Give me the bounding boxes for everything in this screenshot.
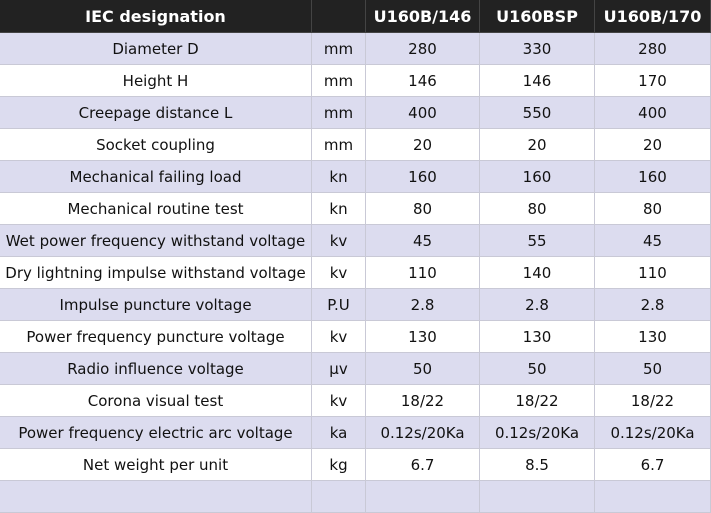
table-row: Power frequency electric arc voltage ka 0.…: [0, 417, 711, 449]
table-cell: 20: [366, 129, 480, 161]
table-cell: 130: [366, 321, 480, 353]
table-cell: Power frequency puncture voltage: [0, 321, 312, 353]
table-cell: [595, 481, 711, 513]
table-cell: 140: [480, 257, 595, 289]
table-cell: [0, 481, 312, 513]
table-cell: 18/22: [595, 385, 711, 417]
table-cell: Dry lightning impulse withstand voltage: [0, 257, 312, 289]
table-cell: Radio influence voltage: [0, 353, 312, 385]
table-cell: Creepage distance L: [0, 97, 312, 129]
table-cell: 110: [595, 257, 711, 289]
table-cell: 110: [366, 257, 480, 289]
table-cell: 330: [480, 33, 595, 65]
table-cell: 45: [366, 225, 480, 257]
table-cell: Corona visual test: [0, 385, 312, 417]
table-cell: 6.7: [366, 449, 480, 481]
table-cell: 170: [595, 65, 711, 97]
table-cell: 2.8: [480, 289, 595, 321]
table-cell: mm: [312, 65, 366, 97]
table-cell: kg: [312, 449, 366, 481]
table-cell: 18/22: [480, 385, 595, 417]
table-cell: 146: [480, 65, 595, 97]
table-cell: [312, 481, 366, 513]
table-cell: ka: [312, 417, 366, 449]
table-row: Wet power frequency withstand voltage kv 4…: [0, 225, 711, 257]
table-cell: 20: [480, 129, 595, 161]
table-cell: Mechanical routine test: [0, 193, 312, 225]
table-cell: 2.8: [595, 289, 711, 321]
table-row: Corona visual test kv 18/22 18/22 18/22: [0, 385, 711, 417]
table-row: [0, 481, 711, 513]
table-row: Dry lightning impulse withstand voltage k…: [0, 257, 711, 289]
table-cell: 8.5: [480, 449, 595, 481]
table-cell: 18/22: [366, 385, 480, 417]
table-cell: Impulse puncture voltage: [0, 289, 312, 321]
table-cell: 280: [595, 33, 711, 65]
table-cell: Socket coupling: [0, 129, 312, 161]
table-cell: 146: [366, 65, 480, 97]
table-cell: Height H: [0, 65, 312, 97]
table-cell: 400: [595, 97, 711, 129]
table-cell: 0.12s/20Ka: [366, 417, 480, 449]
table-row: Power frequency puncture voltage kv 130 130…: [0, 321, 711, 353]
table-cell: 2.8: [366, 289, 480, 321]
table-cell: [366, 481, 480, 513]
table-row: Mechanical routine test kn 80 80 80: [0, 193, 711, 225]
table-cell: 0.12s/20Ka: [480, 417, 595, 449]
table-cell: kv: [312, 321, 366, 353]
table-cell: 80: [366, 193, 480, 225]
table-cell: Net weight per unit: [0, 449, 312, 481]
table-cell: kn: [312, 193, 366, 225]
table-row: Impulse puncture voltage P.U 2.8 2.8 2.8: [0, 289, 711, 321]
table-cell: Wet power frequency withstand voltage: [0, 225, 312, 257]
table-row: Socket coupling mm 20 20 20: [0, 129, 711, 161]
table-row: Radio influence voltage μv 50 50 50: [0, 353, 711, 385]
table-cell: 160: [480, 161, 595, 193]
table-cell: 130: [480, 321, 595, 353]
table-cell: 80: [595, 193, 711, 225]
table-cell: 160: [366, 161, 480, 193]
table-cell: μv: [312, 353, 366, 385]
table-cell: kv: [312, 225, 366, 257]
table-cell: P.U: [312, 289, 366, 321]
table-cell: 20: [595, 129, 711, 161]
table-cell: 6.7: [595, 449, 711, 481]
table-cell: Power frequency electric arc voltage: [0, 417, 312, 449]
table-cell: 0.12s/20Ka: [595, 417, 711, 449]
table-row: Mechanical failing load kn 160 160 160: [0, 161, 711, 193]
header-row: IEC designation U160B/146 U160BSP U160B/170: [0, 0, 711, 33]
table-cell: 550: [480, 97, 595, 129]
table-cell: Mechanical failing load: [0, 161, 312, 193]
table-cell: 55: [480, 225, 595, 257]
header-cell: U160B/170: [595, 0, 711, 33]
table-cell: 50: [595, 353, 711, 385]
table-cell: 400: [366, 97, 480, 129]
table-cell: 50: [480, 353, 595, 385]
header-cell: U160B/146: [366, 0, 480, 33]
header-cell: [312, 0, 366, 33]
table-cell: 80: [480, 193, 595, 225]
header-cell: IEC designation: [0, 0, 312, 33]
table-cell: kv: [312, 385, 366, 417]
table-cell: 130: [595, 321, 711, 353]
table-cell: 50: [366, 353, 480, 385]
table-cell: Diameter D: [0, 33, 312, 65]
table-cell: [480, 481, 595, 513]
table-cell: 45: [595, 225, 711, 257]
table-cell: kv: [312, 257, 366, 289]
table-cell: mm: [312, 129, 366, 161]
table-cell: mm: [312, 97, 366, 129]
table-cell: mm: [312, 33, 366, 65]
table-cell: 160: [595, 161, 711, 193]
header-cell: U160BSP: [480, 0, 595, 33]
table-row: Net weight per unit kg 6.7 8.5 6.7: [0, 449, 711, 481]
table-cell: kn: [312, 161, 366, 193]
table-cell: 280: [366, 33, 480, 65]
